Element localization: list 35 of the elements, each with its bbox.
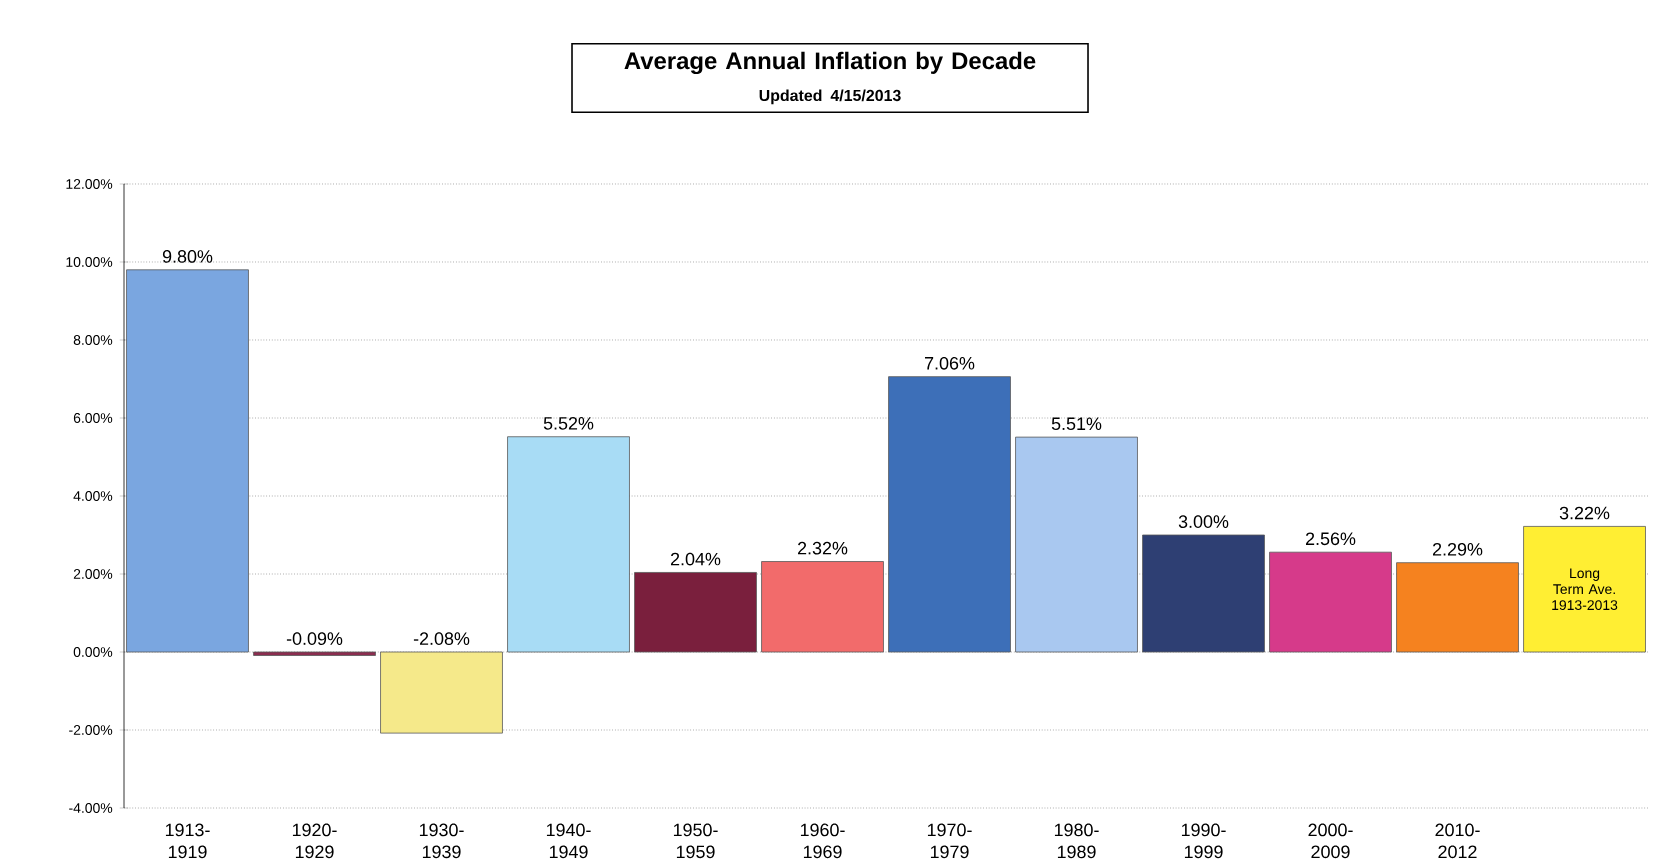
bar [888,376,1011,653]
data-label: 2.04% [670,552,721,566]
bar [1523,526,1646,653]
data-label: 2.56% [1306,532,1356,546]
x-tick-label: 1950-1959 [673,823,718,859]
bar [1269,551,1392,653]
data-label: 2.32% [797,541,848,555]
x-tick-label: 1920-1929 [292,823,337,859]
x-tick-label: 1980-1989 [1054,823,1099,859]
bar [634,572,757,653]
x-tick-label: 2000-2009 [1308,823,1353,859]
data-label: 9.80% [162,250,213,263]
x-tick-label: 1960-1969 [800,823,845,859]
data-label: 2.29% [1433,542,1483,556]
bar [380,651,503,734]
data-label: 5.51% [1051,417,1102,431]
x-tick-label: 2010-2012 [1435,823,1480,859]
bar [507,436,630,653]
data-label: 7.06% [924,356,975,370]
data-label: -2.08% [413,632,470,645]
bar [761,561,884,653]
data-label: -0.09% [286,632,343,645]
chart-title: Average Annual Inflation by Decade [624,51,1036,75]
bar [1396,562,1519,653]
x-tick-label: 1940-1949 [546,823,591,859]
bar [1015,436,1138,653]
data-label: 3.22% [1559,506,1610,520]
data-label: 5.52% [543,416,594,430]
x-tick-label: 1930-1939 [419,823,464,859]
x-tick-label: 1913-1919 [165,823,210,859]
data-label: 3.00% [1178,515,1229,528]
bar [126,269,249,653]
x-tick-label: 1970-1979 [927,823,972,859]
bar [1142,534,1265,653]
x-tick-label: 1990-1999 [1181,823,1226,859]
